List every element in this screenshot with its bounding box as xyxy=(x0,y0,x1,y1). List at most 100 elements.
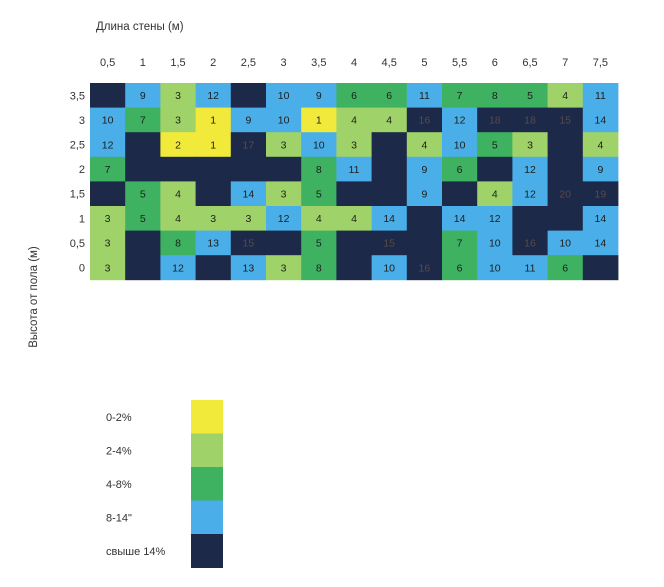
heatmap-cell xyxy=(512,107,548,133)
heatmap-cell xyxy=(90,132,126,158)
cell-value-label: 9 xyxy=(245,115,251,127)
x-tick-label: 2,5 xyxy=(241,57,256,69)
x-tick-label: 6 xyxy=(492,57,498,69)
cell-value-label: 3 xyxy=(175,115,181,127)
axis-layer: Длина стены (м) Высота от пола (м) xyxy=(28,21,184,348)
heatmap-cell xyxy=(230,181,267,207)
x-tick-label: 2 xyxy=(210,57,216,69)
legend-label: 4-8% xyxy=(106,479,132,491)
y-tick-label: 0,5 xyxy=(70,238,85,250)
heatmap-cell xyxy=(477,83,513,108)
cell-value-label: 1 xyxy=(210,139,216,151)
y-tick-label: 1 xyxy=(79,213,85,225)
heatmap-cell xyxy=(266,206,302,231)
heatmap-cell xyxy=(336,255,372,281)
cell-value-label: 11 xyxy=(525,262,536,274)
cell-value-label: 3 xyxy=(175,90,181,102)
cell-value-label: 11 xyxy=(419,90,430,102)
heatmap-cell xyxy=(266,83,302,108)
heatmap-cell xyxy=(512,230,548,256)
heatmap-cell xyxy=(230,156,267,182)
heatmap-cell xyxy=(125,206,161,231)
heatmap-cell xyxy=(336,107,372,133)
heatmap-cell xyxy=(90,181,126,207)
cell-value-label: 12 xyxy=(454,115,466,127)
heatmap-cell xyxy=(195,83,232,108)
heatmap-cell xyxy=(266,107,302,133)
heatmap-cell xyxy=(582,156,619,182)
heatmap-cell xyxy=(477,156,513,182)
cell-value-label: 10 xyxy=(489,262,501,274)
heatmap-cell xyxy=(547,132,584,158)
cell-value-label: 3 xyxy=(105,213,111,225)
heatmap-cell xyxy=(547,83,584,108)
heatmap-cell xyxy=(442,107,478,133)
cell-value-label: 20 xyxy=(559,189,571,201)
x-tick-label: 1 xyxy=(140,57,146,69)
heatmap-cell xyxy=(125,181,161,207)
heatmap-cell xyxy=(477,107,513,133)
cell-value-label: 3 xyxy=(351,139,357,151)
heatmap-cell xyxy=(160,230,196,256)
heatmap-cell xyxy=(301,181,337,207)
heatmap-cell xyxy=(442,255,478,281)
cell-value-label: 4 xyxy=(351,115,357,127)
heatmap-cell xyxy=(336,230,372,256)
cell-value-label: 14 xyxy=(595,115,607,127)
heatmap-cell xyxy=(230,230,267,256)
cell-value-label: 6 xyxy=(562,262,568,274)
cell-value-label: 4 xyxy=(562,90,568,102)
heatmap-cell xyxy=(477,230,513,256)
heatmap-cell xyxy=(160,83,196,108)
cell-value-label: 12 xyxy=(524,189,536,201)
cell-value-label: 7 xyxy=(105,164,111,176)
x-tick-label: 6,5 xyxy=(522,57,537,69)
cell-value-label: 5 xyxy=(316,238,322,250)
cell-value-label: 13 xyxy=(243,262,255,274)
heatmap-cell xyxy=(125,132,161,158)
heatmap-cell xyxy=(90,206,126,231)
x-tick-label: 5,5 xyxy=(452,57,467,69)
heatmap-cell xyxy=(301,156,337,182)
heatmap-cell xyxy=(160,132,196,158)
cell-value-label: 4 xyxy=(175,189,181,201)
legend-swatch xyxy=(191,433,223,468)
cell-value-label: 5 xyxy=(492,139,498,151)
heatmap-cell xyxy=(90,107,126,133)
heatmap-cell xyxy=(125,255,161,281)
heatmap-cell xyxy=(266,156,302,182)
heatmap-cell xyxy=(477,181,513,207)
cell-value-label: 18 xyxy=(489,115,501,127)
heatmap-cell xyxy=(512,206,548,231)
cell-value-label: 4 xyxy=(597,139,603,151)
y-tick-label: 3 xyxy=(79,115,85,127)
heatmap-cell xyxy=(547,181,584,207)
legend-swatch xyxy=(191,534,223,568)
x-tick-label: 3,5 xyxy=(311,57,326,69)
cell-value-label: 16 xyxy=(524,238,536,250)
cell-value-label: 12 xyxy=(172,262,184,274)
cell-value-label: 18 xyxy=(524,115,536,127)
y-tick-label: 3,5 xyxy=(70,90,85,102)
cell-value-label: 9 xyxy=(421,164,427,176)
x-tick-label: 3 xyxy=(281,57,287,69)
cell-value-label: 4 xyxy=(351,213,357,225)
cell-value-label: 10 xyxy=(278,115,290,127)
heatmap-cell xyxy=(547,107,584,133)
cell-value-label: 5 xyxy=(316,189,322,201)
cell-value-label: 3 xyxy=(105,262,111,274)
y-tick-label: 0 xyxy=(79,263,85,275)
heatmap-cell xyxy=(195,206,232,231)
heatmap-cell xyxy=(301,107,337,133)
heatmap-cell xyxy=(160,206,196,231)
legend-label: свыше 14% xyxy=(106,546,165,558)
heatmap-cell xyxy=(230,206,267,231)
heatmap-cell xyxy=(442,156,478,182)
cell-value-label: 14 xyxy=(243,189,255,201)
heatmap-cell xyxy=(230,107,267,133)
cell-value-label: 17 xyxy=(243,139,255,151)
heatmap-cell xyxy=(336,206,372,231)
cell-value-label: 16 xyxy=(419,115,431,127)
heatmap-cell xyxy=(442,206,478,231)
